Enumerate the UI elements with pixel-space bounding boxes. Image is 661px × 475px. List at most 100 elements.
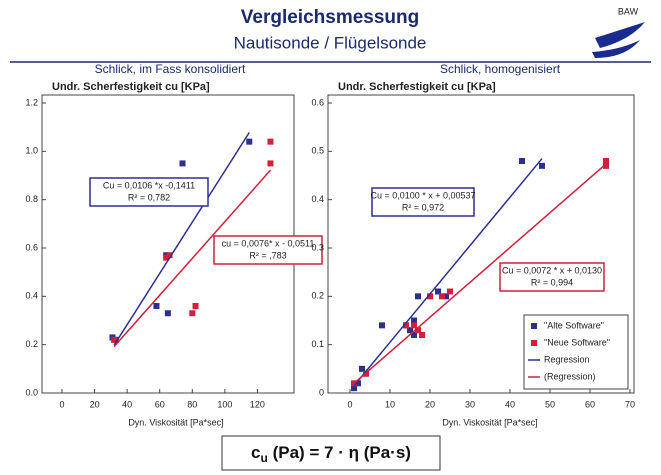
y-tick-label: 0.3 <box>311 242 324 252</box>
point <box>179 160 186 167</box>
y-tick-label: 0.0 <box>25 387 38 397</box>
y-tick-label: 1.0 <box>25 146 38 156</box>
legend-marker <box>531 323 537 329</box>
logo-swoosh <box>592 40 640 58</box>
regression-line <box>353 163 607 384</box>
point <box>403 322 409 329</box>
point <box>539 162 545 169</box>
x-tick-label: 40 <box>505 399 515 409</box>
x-tick-label: 100 <box>217 399 232 409</box>
point <box>603 162 609 169</box>
annotation: R² = 0,972 <box>402 202 444 212</box>
x-tick-label: 120 <box>250 399 265 409</box>
x-tick-label: 60 <box>585 399 595 409</box>
x-tick-label: 40 <box>122 399 132 409</box>
y-tick-label: 0.1 <box>311 339 324 349</box>
annotation-box <box>499 262 605 292</box>
regression-line <box>353 158 543 387</box>
regression-line <box>113 169 272 348</box>
formula-sub: u <box>261 451 268 465</box>
formula-symbol: c <box>251 443 260 462</box>
legend-label: "Alte Software" <box>544 320 604 330</box>
legend-box <box>523 314 629 390</box>
annotation: R² = 0,782 <box>128 192 170 202</box>
point <box>411 332 417 338</box>
point <box>164 310 171 317</box>
subtitle: Nautisonde / Flügelsonde <box>234 33 427 52</box>
y-tick-label: 0 <box>319 387 324 397</box>
caption: Schlick, im Fass konsolidiert <box>95 62 246 76</box>
annotation: cu = 0,0076* x - 0,0511 <box>222 238 315 248</box>
y-axis-label: Undr. Scherfestigkeit cu [KPa] <box>338 81 496 93</box>
point <box>267 160 274 167</box>
point <box>189 310 196 317</box>
y-tick-label: 0.2 <box>311 291 324 301</box>
y-tick-label: 0.5 <box>311 146 324 156</box>
point <box>603 158 609 164</box>
point <box>439 293 445 300</box>
caption: Schlick, homogenisiert <box>440 62 561 76</box>
y-tick-label: 0.4 <box>311 194 324 204</box>
point <box>192 303 199 309</box>
point <box>419 332 425 338</box>
x-axis-label: Dyn. Viskosität [Pa*sec] <box>442 417 537 427</box>
point <box>163 254 170 261</box>
x-tick-label: 70 <box>625 399 635 409</box>
title: Vergleichsmessung <box>241 7 419 28</box>
regression-line <box>113 132 250 346</box>
annotation: Cu = 0,0100 * x + 0,00537 <box>370 190 475 200</box>
x-tick-label: 50 <box>545 399 555 409</box>
point <box>246 138 253 145</box>
x-tick-label: 80 <box>187 399 197 409</box>
y-axis-label: Undr. Scherfestigkeit cu [KPa] <box>52 81 210 93</box>
point <box>411 317 417 324</box>
y-tick-label: 0.6 <box>25 242 38 252</box>
point <box>111 336 118 343</box>
legend-marker <box>531 340 537 346</box>
point <box>427 293 433 300</box>
annotation: Cu = 0,0072 * x + 0,0130 <box>502 265 602 275</box>
annotation-box <box>371 187 475 217</box>
x-tick-label: 0 <box>347 399 352 409</box>
x-tick-label: 20 <box>90 399 100 409</box>
annotation: R² = ,783 <box>249 250 286 260</box>
point <box>267 138 274 145</box>
x-tick-label: 60 <box>155 399 165 409</box>
point <box>415 293 421 300</box>
formula: cu (Pa) = 7 · η (Pa·s) <box>251 443 411 465</box>
annotation: Cu = 0,0106 *x -0,1411 <box>103 180 195 190</box>
point <box>351 385 357 392</box>
point <box>379 322 385 329</box>
point <box>355 380 361 387</box>
legend-label: Regression <box>544 354 590 364</box>
y-tick-label: 0.2 <box>25 339 38 349</box>
logo-swoosh <box>595 22 645 48</box>
x-tick-label: 10 <box>385 399 395 409</box>
y-tick-label: 0.4 <box>25 291 38 301</box>
y-tick-label: 0.8 <box>25 194 38 204</box>
x-tick-label: 0 <box>59 399 64 409</box>
annotation: R² = 0,994 <box>531 277 573 287</box>
annotation-box <box>89 177 209 207</box>
point <box>407 327 413 334</box>
point <box>435 288 441 295</box>
point <box>411 322 417 329</box>
logo-text: BAW <box>618 6 639 16</box>
point <box>359 365 365 372</box>
point <box>443 293 449 300</box>
legend-label: (Regression) <box>544 371 596 381</box>
x-tick-label: 30 <box>465 399 475 409</box>
point <box>166 252 173 259</box>
annotation-box <box>213 235 323 265</box>
formula-box <box>221 435 441 471</box>
point <box>447 288 453 295</box>
formula-rest: (Pa) = 7 · η (Pa·s) <box>268 443 411 462</box>
point <box>415 327 421 334</box>
legend-label: "Neue Software" <box>544 337 610 347</box>
x-axis-label: Dyn. Viskosität [Pa*sec] <box>128 417 223 427</box>
x-tick-label: 20 <box>425 399 435 409</box>
y-tick-label: 1.2 <box>25 97 38 107</box>
point <box>153 303 160 309</box>
y-tick-label: 0.6 <box>311 97 324 107</box>
